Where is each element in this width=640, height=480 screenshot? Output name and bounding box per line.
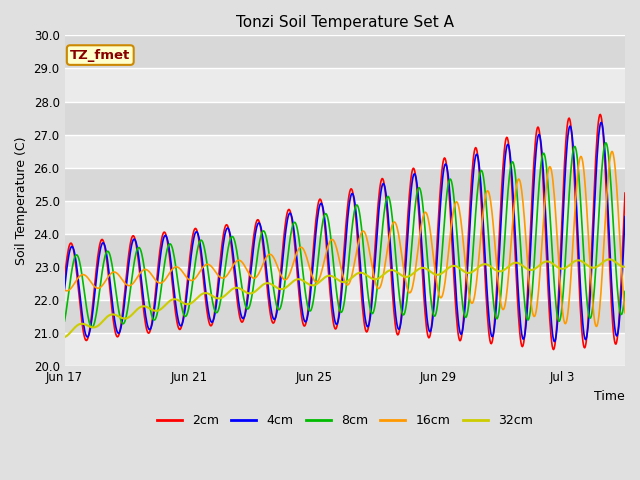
X-axis label: Time: Time — [595, 390, 625, 403]
Bar — [65, 69, 625, 102]
Title: Tonzi Soil Temperature Set A: Tonzi Soil Temperature Set A — [236, 15, 454, 30]
Text: TZ_fmet: TZ_fmet — [70, 48, 131, 61]
Bar — [65, 134, 625, 168]
Bar — [65, 267, 625, 300]
Y-axis label: Soil Temperature (C): Soil Temperature (C) — [15, 137, 28, 265]
Bar — [65, 201, 625, 234]
Legend: 2cm, 4cm, 8cm, 16cm, 32cm: 2cm, 4cm, 8cm, 16cm, 32cm — [152, 409, 538, 432]
Bar — [65, 333, 625, 366]
